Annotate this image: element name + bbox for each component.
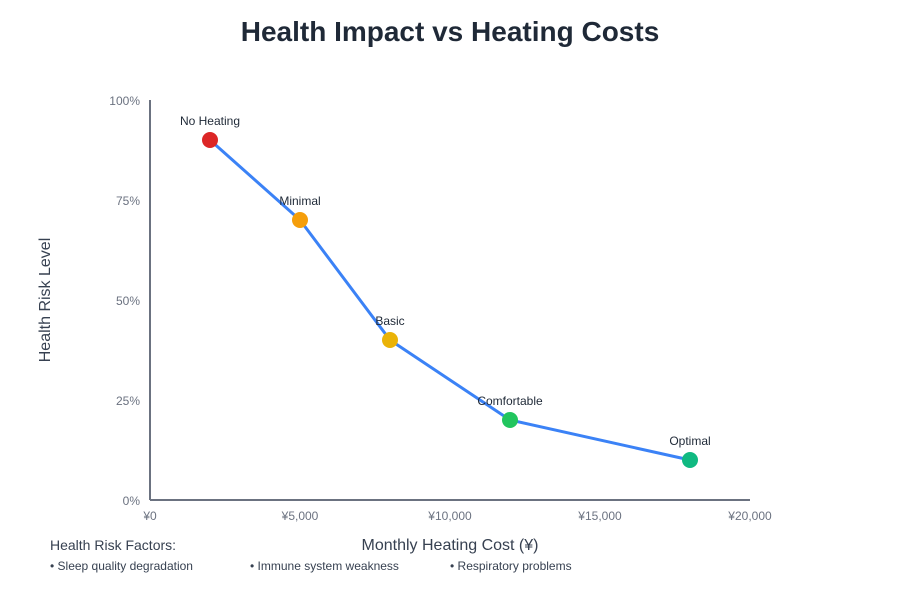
factors-heading: Health Risk Factors: — [50, 537, 176, 553]
factor-item: • Immune system weakness — [250, 559, 399, 573]
y-axis-label: Health Risk Level — [37, 238, 54, 363]
data-point-label: Optimal — [669, 434, 710, 448]
y-tick-label: 75% — [116, 194, 140, 208]
factor-item: • Respiratory problems — [450, 559, 572, 573]
data-point — [202, 132, 218, 148]
y-tick-label: 0% — [123, 494, 141, 508]
x-tick-label: ¥5,000 — [281, 509, 319, 523]
y-tick-label: 25% — [116, 394, 140, 408]
y-tick-label: 100% — [109, 94, 140, 108]
data-point — [502, 412, 518, 428]
x-tick-label: ¥20,000 — [727, 509, 772, 523]
factor-item: • Sleep quality degradation — [50, 559, 193, 573]
x-tick-label: ¥0 — [142, 509, 157, 523]
data-point — [382, 332, 398, 348]
data-point-label: Minimal — [279, 194, 320, 208]
data-point-label: Comfortable — [477, 394, 543, 408]
series-line — [209, 138, 691, 462]
data-point — [682, 452, 698, 468]
data-point — [292, 212, 308, 228]
y-tick-label: 50% — [116, 294, 140, 308]
x-axis-label: Monthly Heating Cost (¥) — [362, 537, 539, 554]
data-point-label: No Heating — [180, 114, 240, 128]
chart-title: Health Impact vs Heating Costs — [241, 16, 660, 47]
x-tick-label: ¥10,000 — [427, 509, 472, 523]
data-point-label: Basic — [375, 314, 404, 328]
x-tick-label: ¥15,000 — [577, 509, 622, 523]
